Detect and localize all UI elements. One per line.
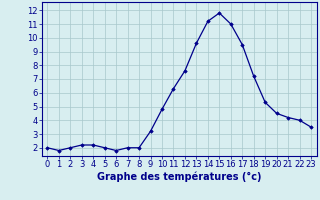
X-axis label: Graphe des températures (°c): Graphe des températures (°c) xyxy=(97,172,261,182)
